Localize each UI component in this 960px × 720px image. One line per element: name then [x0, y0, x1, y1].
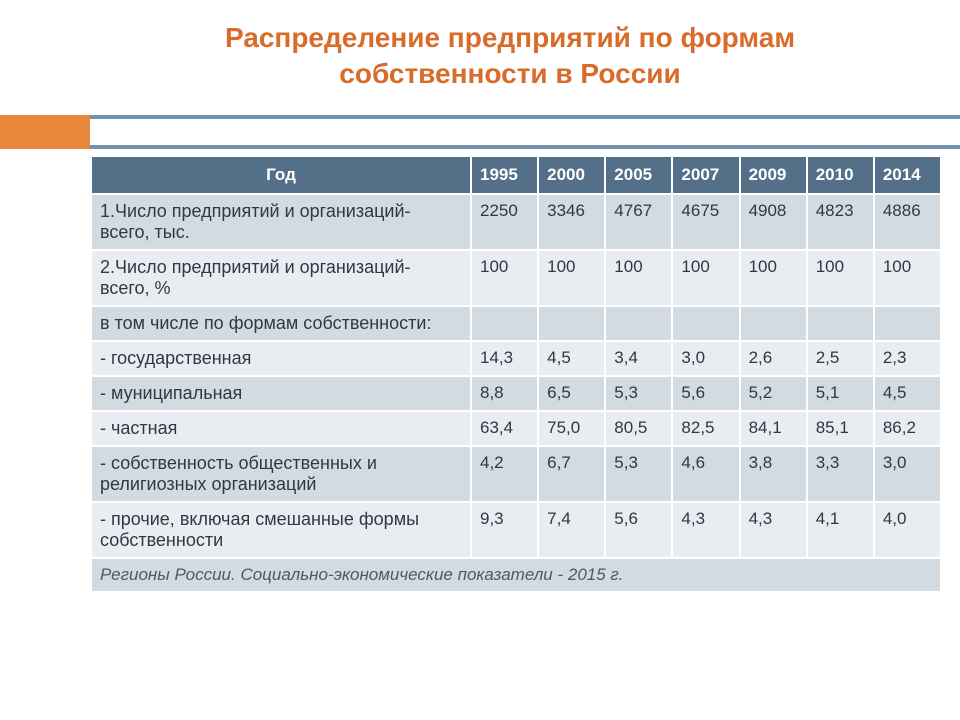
- row-cell: 5,3: [605, 376, 672, 411]
- table-row: - муниципальная8,86,55,35,65,25,14,5: [91, 376, 941, 411]
- row-cell: 4,3: [740, 502, 807, 558]
- row-label: - частная: [91, 411, 471, 446]
- row-cell: 4,2: [471, 446, 538, 502]
- accent-line: [90, 115, 960, 149]
- slide-title: Распределение предприятий по формам собс…: [120, 20, 900, 93]
- row-cell: 14,3: [471, 341, 538, 376]
- slide-title-area: Распределение предприятий по формам собс…: [0, 0, 960, 103]
- row-cell: 2,5: [807, 341, 874, 376]
- row-cell: 2,6: [740, 341, 807, 376]
- row-cell: 3,0: [874, 446, 941, 502]
- row-cell: [740, 306, 807, 341]
- row-cell: 100: [740, 250, 807, 306]
- row-cell: 4,1: [807, 502, 874, 558]
- table-row: - государственная14,34,53,43,02,62,52,3: [91, 341, 941, 376]
- header-year: 2010: [807, 156, 874, 194]
- row-cell: 8,8: [471, 376, 538, 411]
- row-cell: [672, 306, 739, 341]
- row-cell: 100: [807, 250, 874, 306]
- table-row: в том числе по формам собственности:: [91, 306, 941, 341]
- row-cell: 100: [605, 250, 672, 306]
- table-footer-row: Регионы России. Социально-экономические …: [91, 558, 941, 592]
- row-cell: 80,5: [605, 411, 672, 446]
- table-row: 1.Число предприятий и организаций- всего…: [91, 194, 941, 250]
- row-cell: 4767: [605, 194, 672, 250]
- table-row: - прочие, включая смешанные формы собств…: [91, 502, 941, 558]
- table-header-row: Год 1995 2000 2005 2007 2009 2010 2014: [91, 156, 941, 194]
- row-label: в том числе по формам собственности:: [91, 306, 471, 341]
- row-cell: 4,3: [672, 502, 739, 558]
- table-row: 2.Число предприятий и организаций- всего…: [91, 250, 941, 306]
- row-cell: [874, 306, 941, 341]
- row-cell: 4886: [874, 194, 941, 250]
- row-cell: 82,5: [672, 411, 739, 446]
- row-cell: 84,1: [740, 411, 807, 446]
- row-cell: [807, 306, 874, 341]
- row-label: 2.Число предприятий и организаций- всего…: [91, 250, 471, 306]
- row-cell: 3,0: [672, 341, 739, 376]
- table-row: - собственность общественных и религиозн…: [91, 446, 941, 502]
- row-cell: 3,4: [605, 341, 672, 376]
- data-table: Год 1995 2000 2005 2007 2009 2010 2014 1…: [90, 155, 942, 593]
- row-cell: 85,1: [807, 411, 874, 446]
- data-table-container: Год 1995 2000 2005 2007 2009 2010 2014 1…: [90, 155, 942, 593]
- row-cell: 6,5: [538, 376, 605, 411]
- row-label: - муниципальная: [91, 376, 471, 411]
- row-cell: 100: [471, 250, 538, 306]
- row-cell: 5,6: [605, 502, 672, 558]
- row-cell: 5,1: [807, 376, 874, 411]
- header-year-label: Год: [91, 156, 471, 194]
- row-cell: [471, 306, 538, 341]
- row-cell: 9,3: [471, 502, 538, 558]
- row-cell: 4,6: [672, 446, 739, 502]
- row-cell: [538, 306, 605, 341]
- row-cell: 100: [874, 250, 941, 306]
- row-cell: 5,6: [672, 376, 739, 411]
- row-cell: 63,4: [471, 411, 538, 446]
- row-label: - государственная: [91, 341, 471, 376]
- row-cell: 7,4: [538, 502, 605, 558]
- header-year: 2009: [740, 156, 807, 194]
- row-cell: 2250: [471, 194, 538, 250]
- row-cell: 2,3: [874, 341, 941, 376]
- header-year: 1995: [471, 156, 538, 194]
- row-cell: 3346: [538, 194, 605, 250]
- row-cell: 100: [538, 250, 605, 306]
- row-cell: 4,5: [874, 376, 941, 411]
- row-cell: 4908: [740, 194, 807, 250]
- row-cell: [605, 306, 672, 341]
- row-cell: 75,0: [538, 411, 605, 446]
- row-cell: 3,8: [740, 446, 807, 502]
- row-label: 1.Число предприятий и организаций- всего…: [91, 194, 471, 250]
- table-footer-text: Регионы России. Социально-экономические …: [91, 558, 941, 592]
- header-year: 2005: [605, 156, 672, 194]
- accent-bar: [0, 115, 90, 149]
- row-cell: 4675: [672, 194, 739, 250]
- row-label: - собственность общественных и религиозн…: [91, 446, 471, 502]
- row-cell: 4,5: [538, 341, 605, 376]
- header-year: 2007: [672, 156, 739, 194]
- table-row: - частная63,475,080,582,584,185,186,2: [91, 411, 941, 446]
- row-cell: 86,2: [874, 411, 941, 446]
- row-cell: 5,2: [740, 376, 807, 411]
- row-cell: 3,3: [807, 446, 874, 502]
- row-cell: 4,0: [874, 502, 941, 558]
- header-year: 2014: [874, 156, 941, 194]
- row-cell: 4823: [807, 194, 874, 250]
- row-label: - прочие, включая смешанные формы собств…: [91, 502, 471, 558]
- header-year: 2000: [538, 156, 605, 194]
- row-cell: 5,3: [605, 446, 672, 502]
- row-cell: 100: [672, 250, 739, 306]
- row-cell: 6,7: [538, 446, 605, 502]
